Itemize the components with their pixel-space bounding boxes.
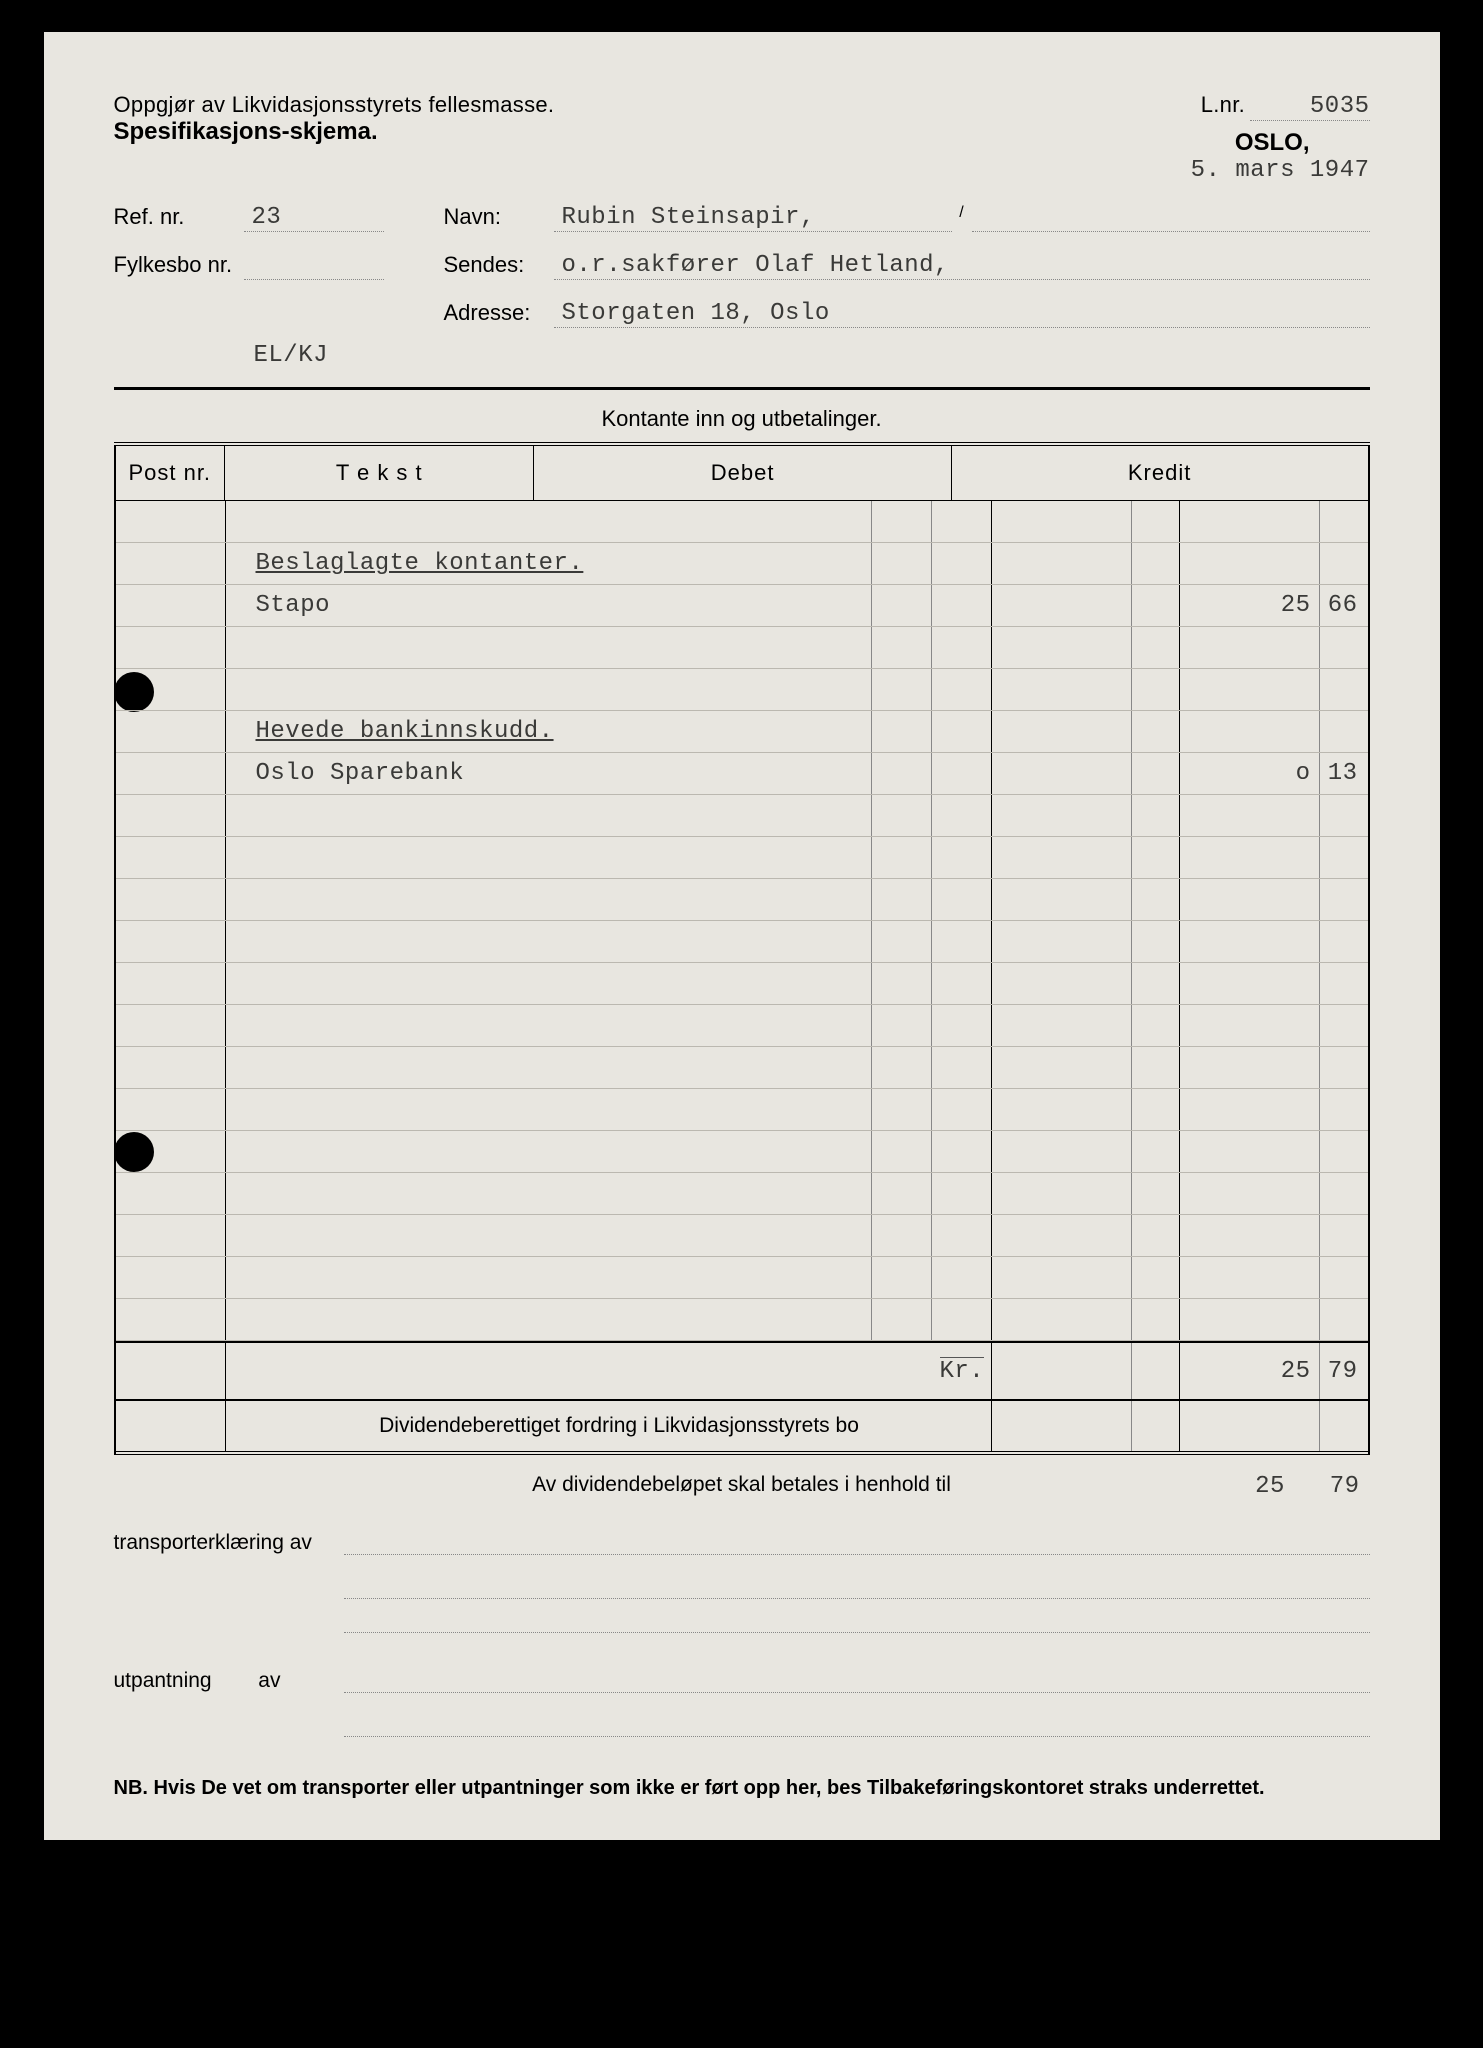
table-row <box>116 1089 1368 1131</box>
table-row <box>116 963 1368 1005</box>
city-label: OSLO, <box>1235 129 1310 156</box>
table-row <box>116 921 1368 963</box>
table-row <box>116 1131 1368 1173</box>
date-value: 5. mars 1947 <box>1070 157 1370 184</box>
table-row: Stapo 25 66 <box>116 585 1368 627</box>
outside-kredit-s: 79 <box>1330 1473 1360 1500</box>
table-row <box>116 795 1368 837</box>
row-text: Beslaglagte kontanter. <box>256 550 584 577</box>
ref-row: Ref. nr. 23 Navn: Rubin Steinsapir, / <box>114 204 1370 232</box>
document-page: Oppgjør av Likvidasjonsstyrets fellesmas… <box>42 30 1442 1842</box>
form-title-1: Oppgjør av Likvidasjonsstyrets fellesmas… <box>114 92 1070 118</box>
total-label: Kr. <box>940 1357 985 1385</box>
nb-text: Hvis De vet om transporter eller utpantn… <box>154 1777 1265 1799</box>
nb-note: NB. Hvis De vet om transporter eller utp… <box>114 1777 1370 1800</box>
kredit-sub: 66 <box>1328 592 1358 619</box>
slash: / <box>952 204 972 232</box>
section-title: Kontante inn og utbetalinger. <box>114 396 1370 442</box>
col-kredit: Kredit <box>951 446 1368 501</box>
table-row: Beslaglagte kontanter. <box>116 543 1368 585</box>
table-row <box>116 627 1368 669</box>
sendes-label: Sendes: <box>444 252 554 280</box>
table-row <box>116 1215 1368 1257</box>
table-row: Oslo Sparebank o 13 <box>116 753 1368 795</box>
table-row: Hevede bankinnskudd. <box>116 711 1368 753</box>
adresse-value: Storgaten 18, Oslo <box>554 300 1370 328</box>
ledger-body: Beslaglagte kontanter. Stapo 25 66 Heved… <box>114 501 1370 1455</box>
table-row <box>116 1005 1368 1047</box>
dividend-label: Dividendeberettiget fordring i Likvidasj… <box>226 1401 992 1451</box>
transport-row: transporterklæring av <box>114 1515 1370 1555</box>
footer: 25 79 Av dividendebeløpet skal betales i… <box>114 1473 1370 1800</box>
table-row <box>116 837 1368 879</box>
navn-label: Navn: <box>444 204 554 232</box>
utpantning-row: utpantning av <box>114 1653 1370 1693</box>
lnr-label: L.nr. <box>1201 92 1245 117</box>
adresse-row: Adresse: Storgaten 18, Oslo <box>114 300 1370 328</box>
row-text: Oslo Sparebank <box>256 760 465 787</box>
outside-total: 25 79 <box>1255 1473 1359 1500</box>
total-kredit: 25 <box>1281 1358 1311 1385</box>
table-row <box>116 1047 1368 1089</box>
adresse-label: Adresse: <box>444 300 554 328</box>
divider <box>114 387 1370 390</box>
fylkesbo-row: Fylkesbo nr. Sendes: o.r.sakfører Olaf H… <box>114 252 1370 280</box>
table-row <box>116 879 1368 921</box>
kredit: o <box>1296 760 1311 787</box>
footer-line1: Av dividendebeløpet skal betales i henho… <box>114 1473 1370 1497</box>
total-kredit-s: 79 <box>1328 1358 1358 1385</box>
row-text: Stapo <box>256 592 331 619</box>
dividend-row: Dividendeberettiget fordring i Likvidasj… <box>116 1401 1368 1455</box>
ref-value: 23 <box>244 204 384 232</box>
navn-value: Rubin Steinsapir, <box>554 204 952 232</box>
nb-prefix: NB. <box>114 1777 148 1799</box>
outside-kredit: 25 <box>1255 1473 1285 1500</box>
initials: EL/KJ <box>254 342 1370 369</box>
table-row <box>116 1299 1368 1341</box>
col-tekst: T e k s t <box>225 446 534 501</box>
ledger-header: Post nr. T e k s t Debet Kredit <box>114 446 1370 501</box>
col-post: Post nr. <box>115 446 225 501</box>
col-debet: Debet <box>534 446 951 501</box>
kredit: 25 <box>1281 592 1311 619</box>
row-text: Hevede bankinnskudd. <box>256 718 554 745</box>
fylkesbo-label: Fylkesbo nr. <box>114 252 244 280</box>
total-row: Kr. 25 79 <box>116 1341 1368 1401</box>
table-row <box>116 1173 1368 1215</box>
fylkesbo-value <box>244 252 384 280</box>
header: Oppgjør av Likvidasjonsstyrets fellesmas… <box>114 92 1370 184</box>
form-title-2: Spesifikasjons-skjema. <box>114 118 1070 146</box>
table-row <box>116 501 1368 543</box>
table-row <box>116 1257 1368 1299</box>
transport-label: transporterklæring av <box>114 1531 344 1555</box>
navn-extra <box>972 204 1370 232</box>
ref-label: Ref. nr. <box>114 204 244 232</box>
kredit-sub: 13 <box>1328 760 1358 787</box>
table-row <box>116 669 1368 711</box>
lnr-value: 5035 <box>1250 93 1370 121</box>
utpantning-label: utpantning av <box>114 1669 344 1693</box>
sendes-value: o.r.sakfører Olaf Hetland, <box>554 252 1370 280</box>
